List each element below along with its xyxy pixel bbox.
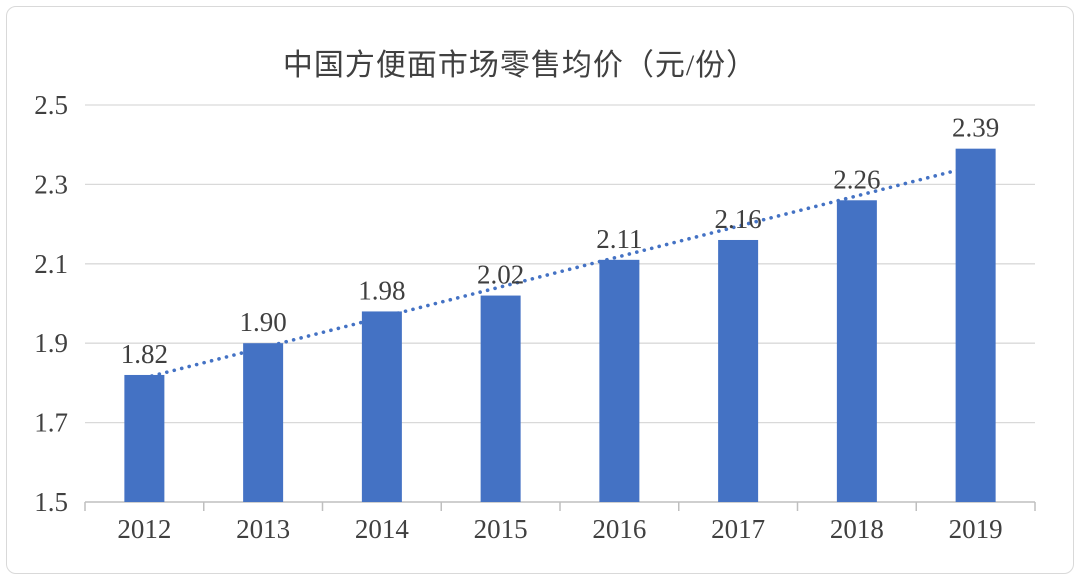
x-axis-tick-label: 2016 [592, 514, 646, 544]
bar-2019 [955, 148, 996, 503]
bar-2013 [243, 343, 284, 502]
data-label-2012: 1.82 [121, 339, 168, 369]
data-label-2014: 1.98 [358, 275, 405, 305]
y-axis-tick-label: 1.9 [34, 328, 68, 358]
x-axis-tick-label: 2018 [830, 514, 884, 544]
y-axis-tick-label: 2.5 [34, 90, 68, 120]
bar-2018 [836, 200, 877, 502]
data-label-2016: 2.11 [596, 224, 642, 254]
x-axis-tick-label: 2017 [711, 514, 765, 544]
bar-2016 [599, 259, 640, 502]
data-label-2013: 1.90 [240, 307, 287, 337]
x-axis-tick-label: 2013 [236, 514, 290, 544]
bar-2015 [480, 295, 521, 502]
x-axis-tick-label: 2014 [355, 514, 410, 544]
data-label-2017: 2.16 [715, 204, 762, 234]
y-axis-tick-label: 1.7 [34, 408, 68, 438]
bar-2014 [361, 311, 402, 502]
y-axis-tick-label: 2.1 [34, 249, 68, 279]
data-label-2018: 2.26 [833, 164, 880, 194]
chart-title: 中国方便面市场零售均价（元/份） [282, 49, 758, 82]
x-axis-tick-label: 2019 [949, 514, 1003, 544]
x-axis-tick-label: 2015 [474, 514, 528, 544]
bar-2012 [124, 374, 165, 502]
bar-2017 [718, 239, 759, 503]
x-axis-tick-label: 2012 [117, 514, 171, 544]
data-label-2015: 2.02 [477, 260, 524, 290]
data-label-2019: 2.39 [952, 113, 999, 143]
y-axis-tick-label: 1.5 [34, 487, 68, 517]
y-axis-tick-label: 2.3 [34, 169, 68, 199]
